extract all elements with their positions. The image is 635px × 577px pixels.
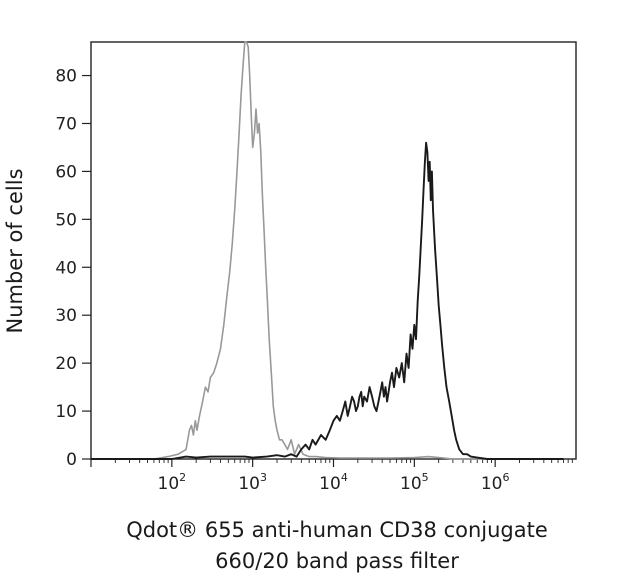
y-tick-label: 20	[55, 354, 77, 374]
x-tick-label: 103	[238, 471, 267, 494]
y-tick-label: 0	[66, 450, 77, 470]
x-axis-label-line1: Qdot® 655 anti-human CD38 conjugate	[126, 518, 548, 542]
series-layer	[91, 41, 564, 460]
y-tick-label: 30	[55, 306, 77, 326]
x-tick-label: 104	[319, 471, 348, 494]
y-tick-label: 70	[55, 114, 77, 134]
plot-frame	[90, 41, 577, 460]
series-line-2	[91, 141, 564, 460]
y-axis: 0 10 20 30 40 50 60 70 80	[55, 67, 91, 470]
x-tick-label: 106	[481, 471, 510, 494]
y-tick-label: 60	[55, 162, 77, 182]
x-tick-label: 102	[158, 471, 187, 494]
y-tick-label: 50	[55, 210, 77, 230]
y-tick-label: 80	[55, 67, 77, 87]
x-tick-label: 105	[400, 471, 429, 494]
y-tick-label: 40	[55, 258, 77, 278]
y-axis-label: Number of cells	[3, 168, 27, 333]
y-tick-label: 10	[55, 402, 77, 422]
series-line-1	[153, 41, 564, 460]
x-axis: 102 103 104 105 106	[90, 459, 573, 494]
x-axis-label-line2: 660/20 band pass filter	[215, 549, 459, 573]
